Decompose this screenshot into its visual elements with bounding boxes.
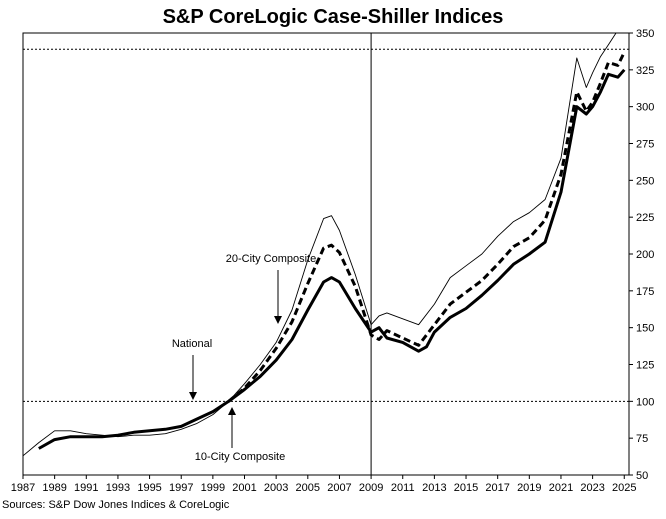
series-line-10-city-composite [23,33,617,457]
x-tick-label: 1997 [169,482,193,494]
y-tick-label: 100 [636,396,654,408]
y-tick-label: 325 [636,65,654,77]
x-tick-label: 2011 [391,482,415,494]
x-tick-label: 2017 [485,482,509,494]
x-tick-label: 2001 [232,482,256,494]
x-tick-label: 2025 [612,482,636,494]
x-tick-label: 1995 [137,482,161,494]
annotation-label-10-city-composite: 10-City Composite [195,451,285,463]
y-tick-label: 150 [636,323,654,335]
y-tick-label: 300 [636,102,654,114]
y-tick-label: 175 [636,286,654,298]
y-tick-label: 200 [636,249,654,261]
x-tick-label: 1991 [74,482,98,494]
source-note: Sources: S&P Dow Jones Indices & CoreLog… [2,499,230,511]
x-tick-label: 2007 [327,482,351,494]
series-line-20-city-composite [227,51,626,403]
x-tick-label: 2013 [422,482,446,494]
x-tick-label: 2021 [549,482,573,494]
y-tick-label: 275 [636,139,654,151]
annotation-label-20-city-composite: 20-City Composite [226,253,316,265]
chart-title: S&P CoreLogic Case-Shiller Indices [162,6,504,28]
y-tick-label: 350 [636,28,654,40]
x-tick-label: 1999 [201,482,225,494]
x-tick-label: 2015 [454,482,478,494]
y-tick-label: 250 [636,175,654,187]
annotation-label-national: National [172,338,212,350]
x-tick-label: 2023 [580,482,604,494]
x-tick-label: 2009 [359,482,383,494]
plot-frame [22,32,630,476]
y-tick-label: 125 [636,360,654,372]
y-tick-label: 50 [636,470,648,482]
x-tick-label: 2005 [296,482,320,494]
x-tick-label: 1993 [106,482,130,494]
y-tick-label: 225 [636,212,654,224]
x-tick-label: 2003 [264,482,288,494]
y-tick-label: 75 [636,433,648,445]
x-tick-label: 1989 [42,482,66,494]
x-tick-label: 2019 [517,482,541,494]
series-line-national [38,68,626,450]
x-tick-label: 1987 [11,482,35,494]
